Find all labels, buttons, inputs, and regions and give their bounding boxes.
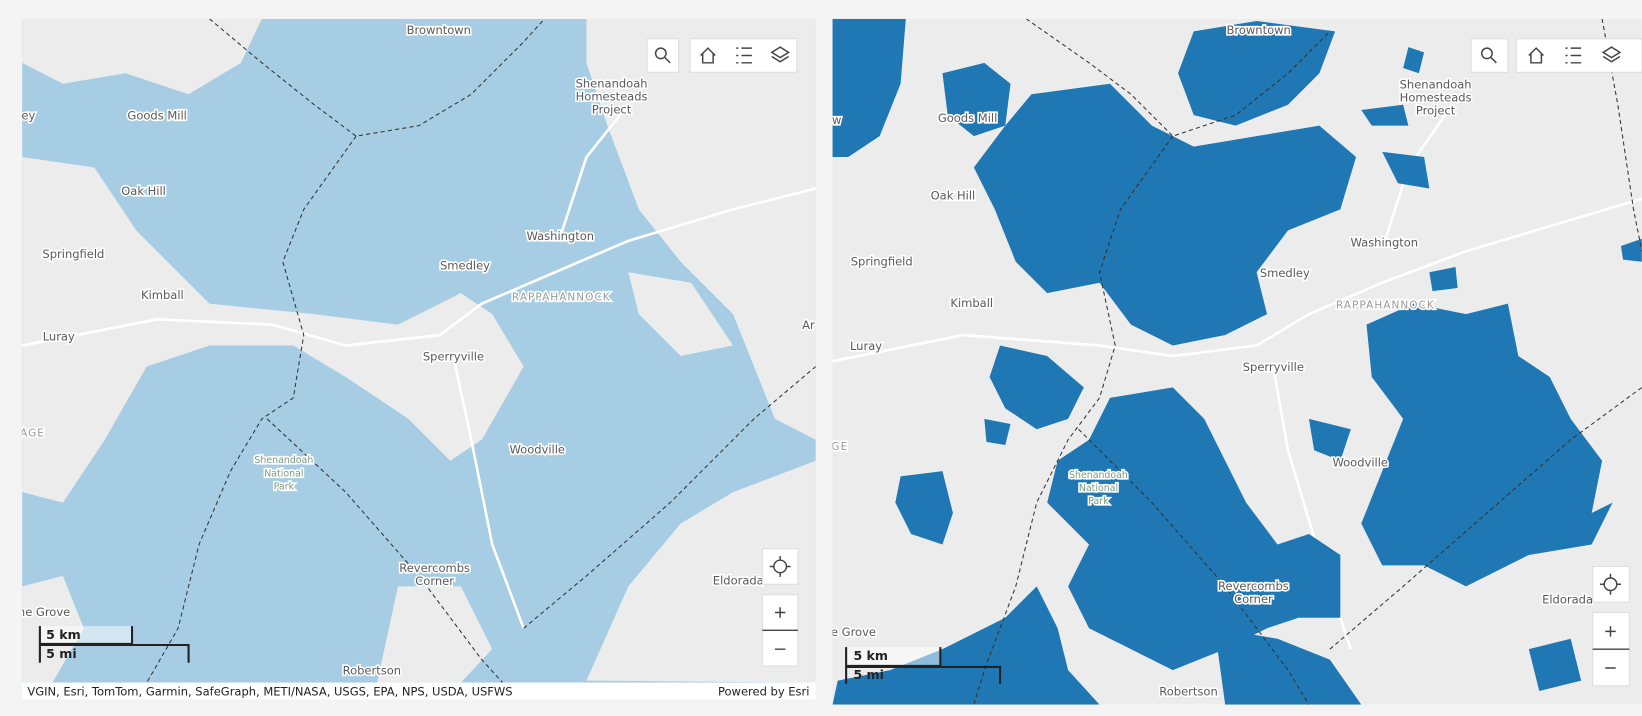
home-button[interactable] [1528, 47, 1544, 64]
place-label: National [1079, 483, 1118, 494]
place-label: Ar [802, 318, 815, 332]
layers-button[interactable] [770, 46, 790, 63]
place-label: Shenandoah [576, 76, 648, 90]
place-label: Park [1088, 496, 1109, 507]
place-label: Project [1416, 103, 1456, 117]
place-label: Smedley [440, 258, 490, 272]
zoom-controls[interactable] [1592, 612, 1630, 687]
layers-button[interactable] [1601, 46, 1622, 63]
place-label: RAPPAHANNOCK [1336, 300, 1435, 312]
gaps [22, 18, 816, 683]
list-button[interactable] [1565, 47, 1582, 64]
place-label: RAPPAHANNOCK [512, 291, 611, 303]
boundary [1601, 18, 1642, 252]
place-label: ey [21, 109, 35, 123]
search-button[interactable] [1470, 38, 1509, 73]
place-label: Shenandoah [254, 455, 313, 466]
place-label: Revercombs [1218, 579, 1289, 593]
place-label: Oak Hill [931, 188, 976, 202]
place-label: Sperryville [1243, 360, 1304, 374]
boundary [1078, 428, 1310, 705]
scale-bar: 5 km 5 mi [38, 626, 190, 663]
place-label: Smedley [1260, 266, 1310, 280]
place-label: Project [592, 102, 632, 116]
place-label: Park [274, 481, 295, 492]
place-label: Washington [526, 229, 594, 243]
toolbar[interactable] [689, 38, 798, 73]
scale-km: 5 km [46, 627, 81, 642]
attribution: VGIN, Esri, TomTom, Garmin, SafeGraph, M… [27, 685, 512, 699]
search-button[interactable] [646, 38, 680, 73]
place-label: Sperryville [423, 350, 484, 364]
place-label: Shenandoah [1069, 470, 1128, 481]
place-label: Woodville [509, 443, 565, 457]
place-label: GE [831, 441, 848, 453]
place-label: Woodville [1332, 455, 1388, 469]
place-label: Browntown [407, 23, 471, 37]
roads [22, 103, 816, 629]
place-label: Kimball [950, 296, 993, 310]
place-label: Homesteads [576, 89, 648, 103]
hex-clusters [832, 18, 1642, 705]
boundary [266, 418, 504, 683]
boundary [1025, 18, 1331, 137]
place-label: Corner [415, 574, 454, 588]
place-label: Robertson [1159, 685, 1217, 699]
locate-button[interactable] [761, 548, 799, 585]
list-button[interactable] [736, 47, 752, 64]
place-label: ne Grove [18, 605, 70, 619]
place-label: Springfield [851, 254, 913, 268]
place-label: Robertson [343, 664, 401, 678]
scale-mi: 5 mi [46, 646, 76, 661]
place-label: e Grove [831, 625, 876, 639]
place-label: Revercombs [399, 561, 470, 575]
place-label: Washington [1351, 235, 1419, 249]
place-label: Oak Hill [121, 184, 166, 198]
place-label: Luray [43, 330, 75, 344]
place-label: Browntown [1226, 23, 1290, 37]
place-label: Goods Mill [127, 109, 186, 123]
place-label: Luray [850, 339, 882, 353]
place-label: Corner [1234, 592, 1273, 606]
place-label: Eldorada [713, 574, 764, 588]
boundary [146, 135, 357, 683]
place-label: AGE [20, 427, 45, 439]
scale-bar: 5 km 5 mi [845, 647, 1002, 684]
scale-mi: 5 mi [853, 667, 883, 682]
place-label: w [832, 113, 841, 127]
boundary [1329, 386, 1642, 650]
boundary [209, 18, 545, 137]
zoom-controls[interactable] [761, 594, 799, 667]
boundary [523, 366, 816, 629]
place-label: Homesteads [1400, 90, 1472, 104]
place-label: Kimball [141, 288, 184, 302]
place-label: Springfield [42, 247, 104, 261]
powered-by[interactable]: Powered by Esri [718, 685, 810, 699]
place-label: Goods Mill [938, 111, 997, 125]
place-label: National [264, 468, 303, 479]
home-button[interactable] [700, 47, 716, 64]
place-label: Eldorada [1542, 592, 1593, 606]
scale-km: 5 km [853, 648, 888, 663]
toolbar[interactable] [1515, 38, 1642, 73]
locate-button[interactable] [1592, 565, 1630, 603]
attribution-bar [22, 682, 816, 700]
place-label: Shenandoah [1400, 77, 1472, 91]
